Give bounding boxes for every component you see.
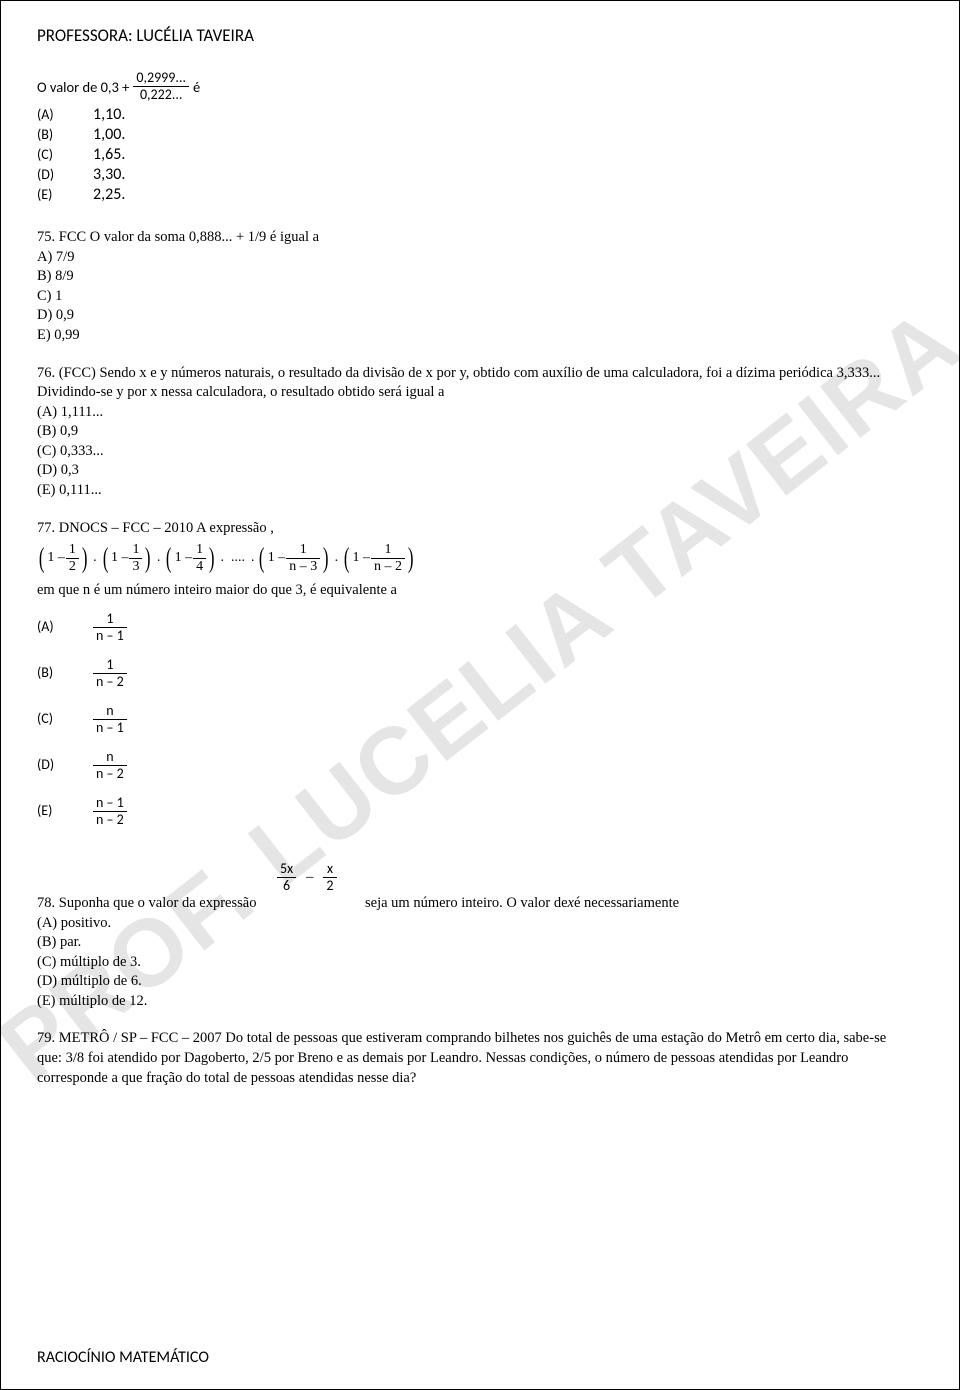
q78-frac2-num: x [323,861,336,878]
q77-term-frac: 12 [66,542,79,575]
q77-option-letter: (A) [37,618,67,637]
q76-opt-d: (D) 0,3 [37,461,923,481]
q78-opt-d: (D) múltiplo de 6. [37,972,923,992]
q77-term-frac: 14 [193,542,206,575]
q74-opt-d: 3,30. [93,165,125,184]
q74-opt-b: 1,00. [93,125,125,144]
q74-opt-c: 1,65. [93,145,125,164]
q78-opt-b: (B) par. [37,933,923,953]
q78-prefix: 78. Suponha que o valor da expressão [37,894,269,914]
q77-expression: (1 – 12).(1 – 13).(1 – 14)......(1 – 1n … [37,542,415,575]
q74-opt-a-letter: (A) [37,106,67,123]
q75-opt-d: D) 0,9 [37,306,923,326]
q77-subtext: em que n é um número inteiro maior do qu… [37,581,923,601]
q74-opt-d-letter: (D) [37,166,67,183]
q74-opt-c-letter: (C) [37,146,67,163]
q74-frac-num: 0,2999... [133,70,189,87]
q77-option: (E) n – 1n – 2 [37,793,923,831]
page-content: PROFESSORA: LUCÉLIA TAVEIRA O valor de 0… [37,25,923,1088]
q77-term-frac: 1n – 3 [286,542,320,575]
q77-option-letter: (D) [37,756,67,775]
q77-option-frac: n – 1n – 2 [93,795,127,828]
q77-option: (B) 1n – 2 [37,655,923,693]
q78-opt-a: (A) positivo. [37,914,923,934]
q77-term-frac: 1n – 2 [371,542,405,575]
question-77: 77. DNOCS – FCC – 2010 A expressão , (1 … [37,519,923,831]
q74-opt-b-letter: (B) [37,126,67,143]
q78-minus: – [306,868,313,888]
q76-opt-e: (E) 0,111... [37,481,923,501]
q77-option: (D) nn – 2 [37,747,923,785]
q77-option-letter: (B) [37,664,67,683]
q78-suffix: seja um número inteiro. O valor de [365,894,568,914]
q77-option-frac: nn – 2 [93,749,127,782]
question-75: 75. FCC O valor da soma 0,888... + 1/9 é… [37,228,923,345]
footer: RACIOCÍNIO MATEMÁTICO [37,1348,209,1367]
q75-opt-c: C) 1 [37,287,923,307]
q74-opt-e-letter: (E) [37,186,67,203]
q78-frac1-den: 6 [277,878,296,894]
q78-suffix2: é necessariamente [574,894,679,914]
q76-opt-c: (C) 0,333... [37,442,923,462]
q74-prefix: O valor de 0,3 + [37,78,129,96]
q77-option-frac: 1n – 2 [93,657,127,690]
q75-opt-e: E) 0,99 [37,326,923,346]
q78-frac1-num: 5x [277,861,296,878]
question-76: 76. (FCC) Sendo x e y números naturais, … [37,364,923,501]
q77-option-letter: (E) [37,802,67,821]
question-78: 5x 6 – x 2 78. Suponha que o valor da ex… [37,861,923,1012]
q76-opt-a: (A) 1,111... [37,403,923,423]
q79-prompt: 79. METRÔ / SP – FCC – 2007 Do total de … [37,1029,912,1088]
q77-ellipsis: .... [231,549,245,568]
q75-opt-a: A) 7/9 [37,248,923,268]
q78-opt-e: (E) múltiplo de 12. [37,992,923,1012]
q74-opt-a: 1,10. [93,105,125,124]
q77-options: (A) 1n – 1 (B) 1n – 2 (C) nn – 1 (D) nn – 2 (E) n… [37,609,923,831]
q75-opt-b: B) 8/9 [37,267,923,287]
q78-frac2-den: 2 [323,878,336,894]
header-professor: PROFESSORA: LUCÉLIA TAVEIRA [37,25,923,46]
q77-option-frac: nn – 1 [93,703,127,736]
q78-opt-c: (C) múltiplo de 3. [37,953,923,973]
q77-term-frac: 13 [129,542,142,575]
q75-prompt: 75. FCC O valor da soma 0,888... + 1/9 é… [37,228,923,248]
q77-option: (C) nn – 1 [37,701,923,739]
q76-prompt: 76. (FCC) Sendo x e y números naturais, … [37,364,907,403]
q74-frac-den: 0,222... [133,87,189,103]
q77-option-frac: 1n – 1 [93,611,127,644]
q77-option-letter: (C) [37,710,67,729]
question-74: O valor de 0,3 + 0,2999... 0,222... é (A… [37,70,923,204]
q77-prompt: 77. DNOCS – FCC – 2010 A expressão , [37,519,923,539]
question-79: 79. METRÔ / SP – FCC – 2007 Do total de … [37,1029,912,1088]
q74-suffix: é [193,78,200,96]
q77-option: (A) 1n – 1 [37,609,923,647]
q76-opt-b: (B) 0,9 [37,422,923,442]
q74-opt-e: 2,25. [93,185,125,204]
